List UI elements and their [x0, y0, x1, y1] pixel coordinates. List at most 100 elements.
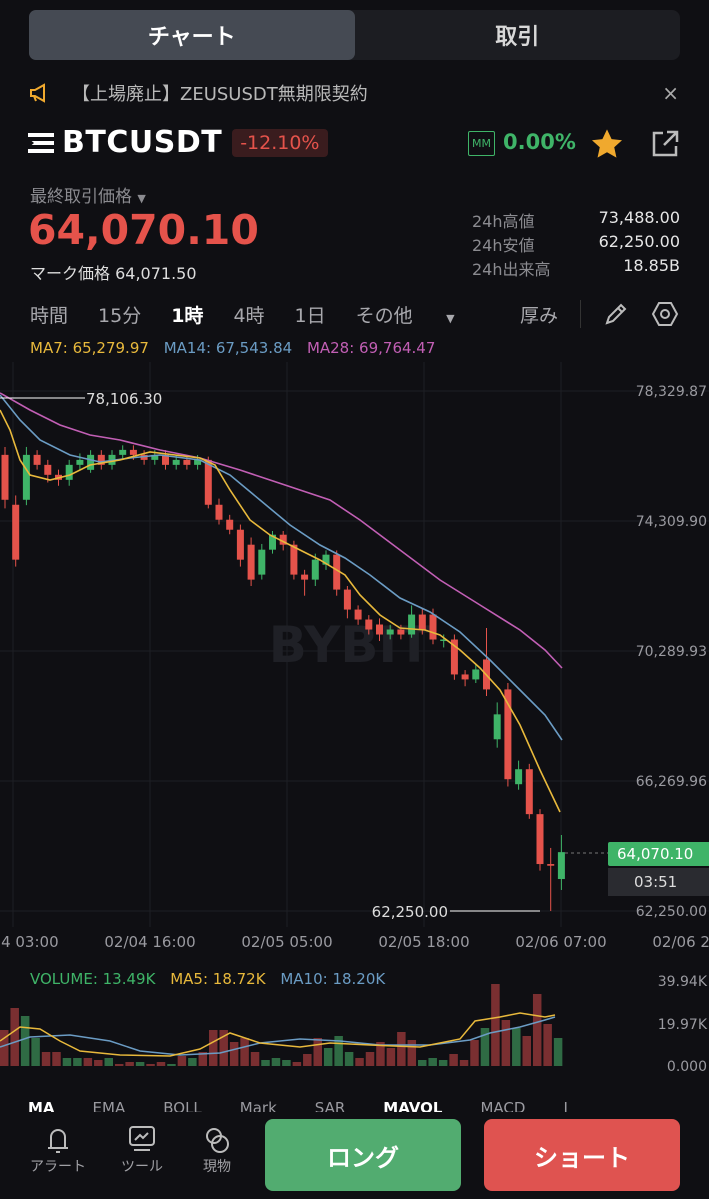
candle — [22, 454, 30, 500]
volume-bar — [10, 1008, 19, 1066]
indicator-ema[interactable]: EMA — [92, 1099, 126, 1112]
symbol-name[interactable]: BTCUSDT — [62, 125, 223, 160]
vol-ma10-line — [0, 1016, 556, 1056]
settings-icon[interactable] — [651, 300, 679, 328]
time-axis: 02/04 03:00 02/04 16:00 02/05 05:00 02/0… — [0, 925, 709, 955]
candle — [547, 864, 555, 866]
star-icon[interactable] — [590, 128, 624, 160]
mm-badge: MM — [468, 131, 495, 156]
indicator-boll[interactable]: BOLL — [163, 1099, 202, 1112]
tab-15m[interactable]: 15分 — [98, 304, 142, 327]
time-tick: 02/05 05:00 — [241, 933, 333, 951]
time-tick: 02/05 18:00 — [378, 933, 470, 951]
last-price-label[interactable]: 最終取引価格 ▼ — [30, 187, 146, 207]
indicator-more[interactable]: I — [563, 1099, 568, 1112]
min-marker-label: 62,250.00 — [372, 903, 448, 921]
volume-bar — [501, 1020, 511, 1066]
candle — [429, 614, 437, 640]
indicator-mark[interactable]: Mark — [239, 1099, 277, 1112]
volume-bar — [386, 1048, 396, 1066]
candle — [557, 852, 565, 880]
volume-value: VOLUME: 13.49K — [30, 970, 156, 988]
tab-4h[interactable]: 4時 — [233, 304, 265, 327]
candle — [65, 464, 73, 480]
candle — [258, 549, 266, 575]
tab-trade[interactable]: 取引 — [495, 25, 540, 50]
volume-chart[interactable] — [0, 975, 600, 1067]
tools-button[interactable]: ツール — [112, 1124, 172, 1176]
ma14-line — [0, 394, 563, 741]
vol-ma5-line — [0, 1012, 556, 1057]
volume-bar — [365, 1052, 375, 1066]
indicator-sar[interactable]: SAR — [314, 1099, 346, 1112]
candle — [183, 459, 191, 465]
volume-bar — [209, 1030, 218, 1066]
volume-bar — [0, 1030, 9, 1066]
tab-depth[interactable]: 厚み — [519, 304, 558, 327]
volume-bar — [125, 1062, 134, 1066]
price-chart[interactable]: BYBIT 78,106.30 62,250.00 — [0, 362, 709, 927]
volume-bar — [250, 1052, 260, 1066]
volume-bar — [104, 1058, 113, 1066]
spot-button[interactable]: 現物 — [187, 1124, 247, 1176]
ma14-value: MA14: 67,543.84 — [163, 339, 293, 357]
alert-button[interactable]: アラート — [28, 1124, 88, 1176]
volume-bar — [512, 1028, 521, 1066]
volume-bar — [73, 1058, 82, 1066]
tab-time[interactable]: 時間 — [30, 304, 69, 327]
candle — [119, 449, 127, 455]
volume-bar — [177, 1056, 187, 1066]
bottom-bar: アラート ツール 現物 ロング ショート — [0, 1118, 709, 1193]
volume-bar — [303, 1054, 312, 1066]
external-link-icon[interactable] — [650, 129, 680, 159]
time-tick: 02/06 07:00 — [515, 933, 607, 951]
mark-price: マーク価格 64,071.50 — [30, 264, 197, 283]
alert-label: アラート — [30, 1159, 86, 1175]
indicator-ma[interactable]: MA — [28, 1099, 55, 1112]
tab-chart[interactable]: チャート — [29, 10, 355, 60]
candle — [408, 614, 416, 635]
candle — [333, 554, 341, 590]
candle — [472, 669, 480, 680]
volume-tick: 39.94K — [657, 974, 707, 990]
price-tick: 62,250.00 — [635, 904, 707, 920]
candle — [536, 814, 544, 865]
close-icon[interactable]: × — [662, 81, 679, 105]
volume-bar — [198, 1052, 208, 1066]
candle — [97, 454, 105, 465]
volume-bar — [282, 1060, 291, 1066]
indicator-mavol[interactable]: MAVOL — [383, 1099, 443, 1112]
vol-ma10-value: MA10: 18.20K — [280, 970, 386, 988]
candle — [215, 504, 223, 520]
bell-icon — [48, 1129, 68, 1153]
candle — [525, 769, 533, 815]
megaphone-icon — [30, 83, 45, 103]
max-marker: 78,106.30 — [0, 390, 162, 408]
volume-tick: 0.000 — [666, 1059, 707, 1075]
stat-label: 24h高値 — [472, 212, 535, 231]
volume-bar — [522, 1036, 531, 1066]
candle — [162, 454, 169, 465]
tab-more[interactable]: その他 ▼ — [355, 304, 455, 327]
tab-1d[interactable]: 1日 — [294, 304, 326, 327]
pencil-icon[interactable] — [603, 301, 629, 327]
volume-bar — [418, 1060, 427, 1066]
indicator-macd[interactable]: MACD — [480, 1099, 526, 1112]
short-button[interactable]: ショート — [484, 1119, 680, 1191]
volume-bar — [146, 1064, 155, 1066]
watermark: BYBIT — [269, 616, 431, 674]
volume-bar — [491, 984, 500, 1066]
vol-ma5-value: MA5: 18.72K — [170, 970, 266, 988]
candle — [44, 464, 52, 475]
tab-1h[interactable]: 1時 — [171, 304, 204, 327]
volume-bar — [261, 1060, 270, 1066]
ma-legend: MA7: 65,279.97 MA14: 67,543.84 MA28: 69,… — [30, 339, 445, 357]
candle — [1, 454, 9, 500]
mm-value: 0.00% — [503, 130, 576, 154]
menu-icon[interactable] — [28, 132, 54, 154]
announcement-bar[interactable]: 【上場廃止】ZEUSUSDT無期限契約 × — [28, 78, 679, 108]
long-button[interactable]: ロング — [265, 1119, 461, 1191]
volume-tick: 19.97K — [657, 1017, 707, 1033]
candle — [386, 629, 394, 635]
volume-bar — [292, 1062, 302, 1066]
